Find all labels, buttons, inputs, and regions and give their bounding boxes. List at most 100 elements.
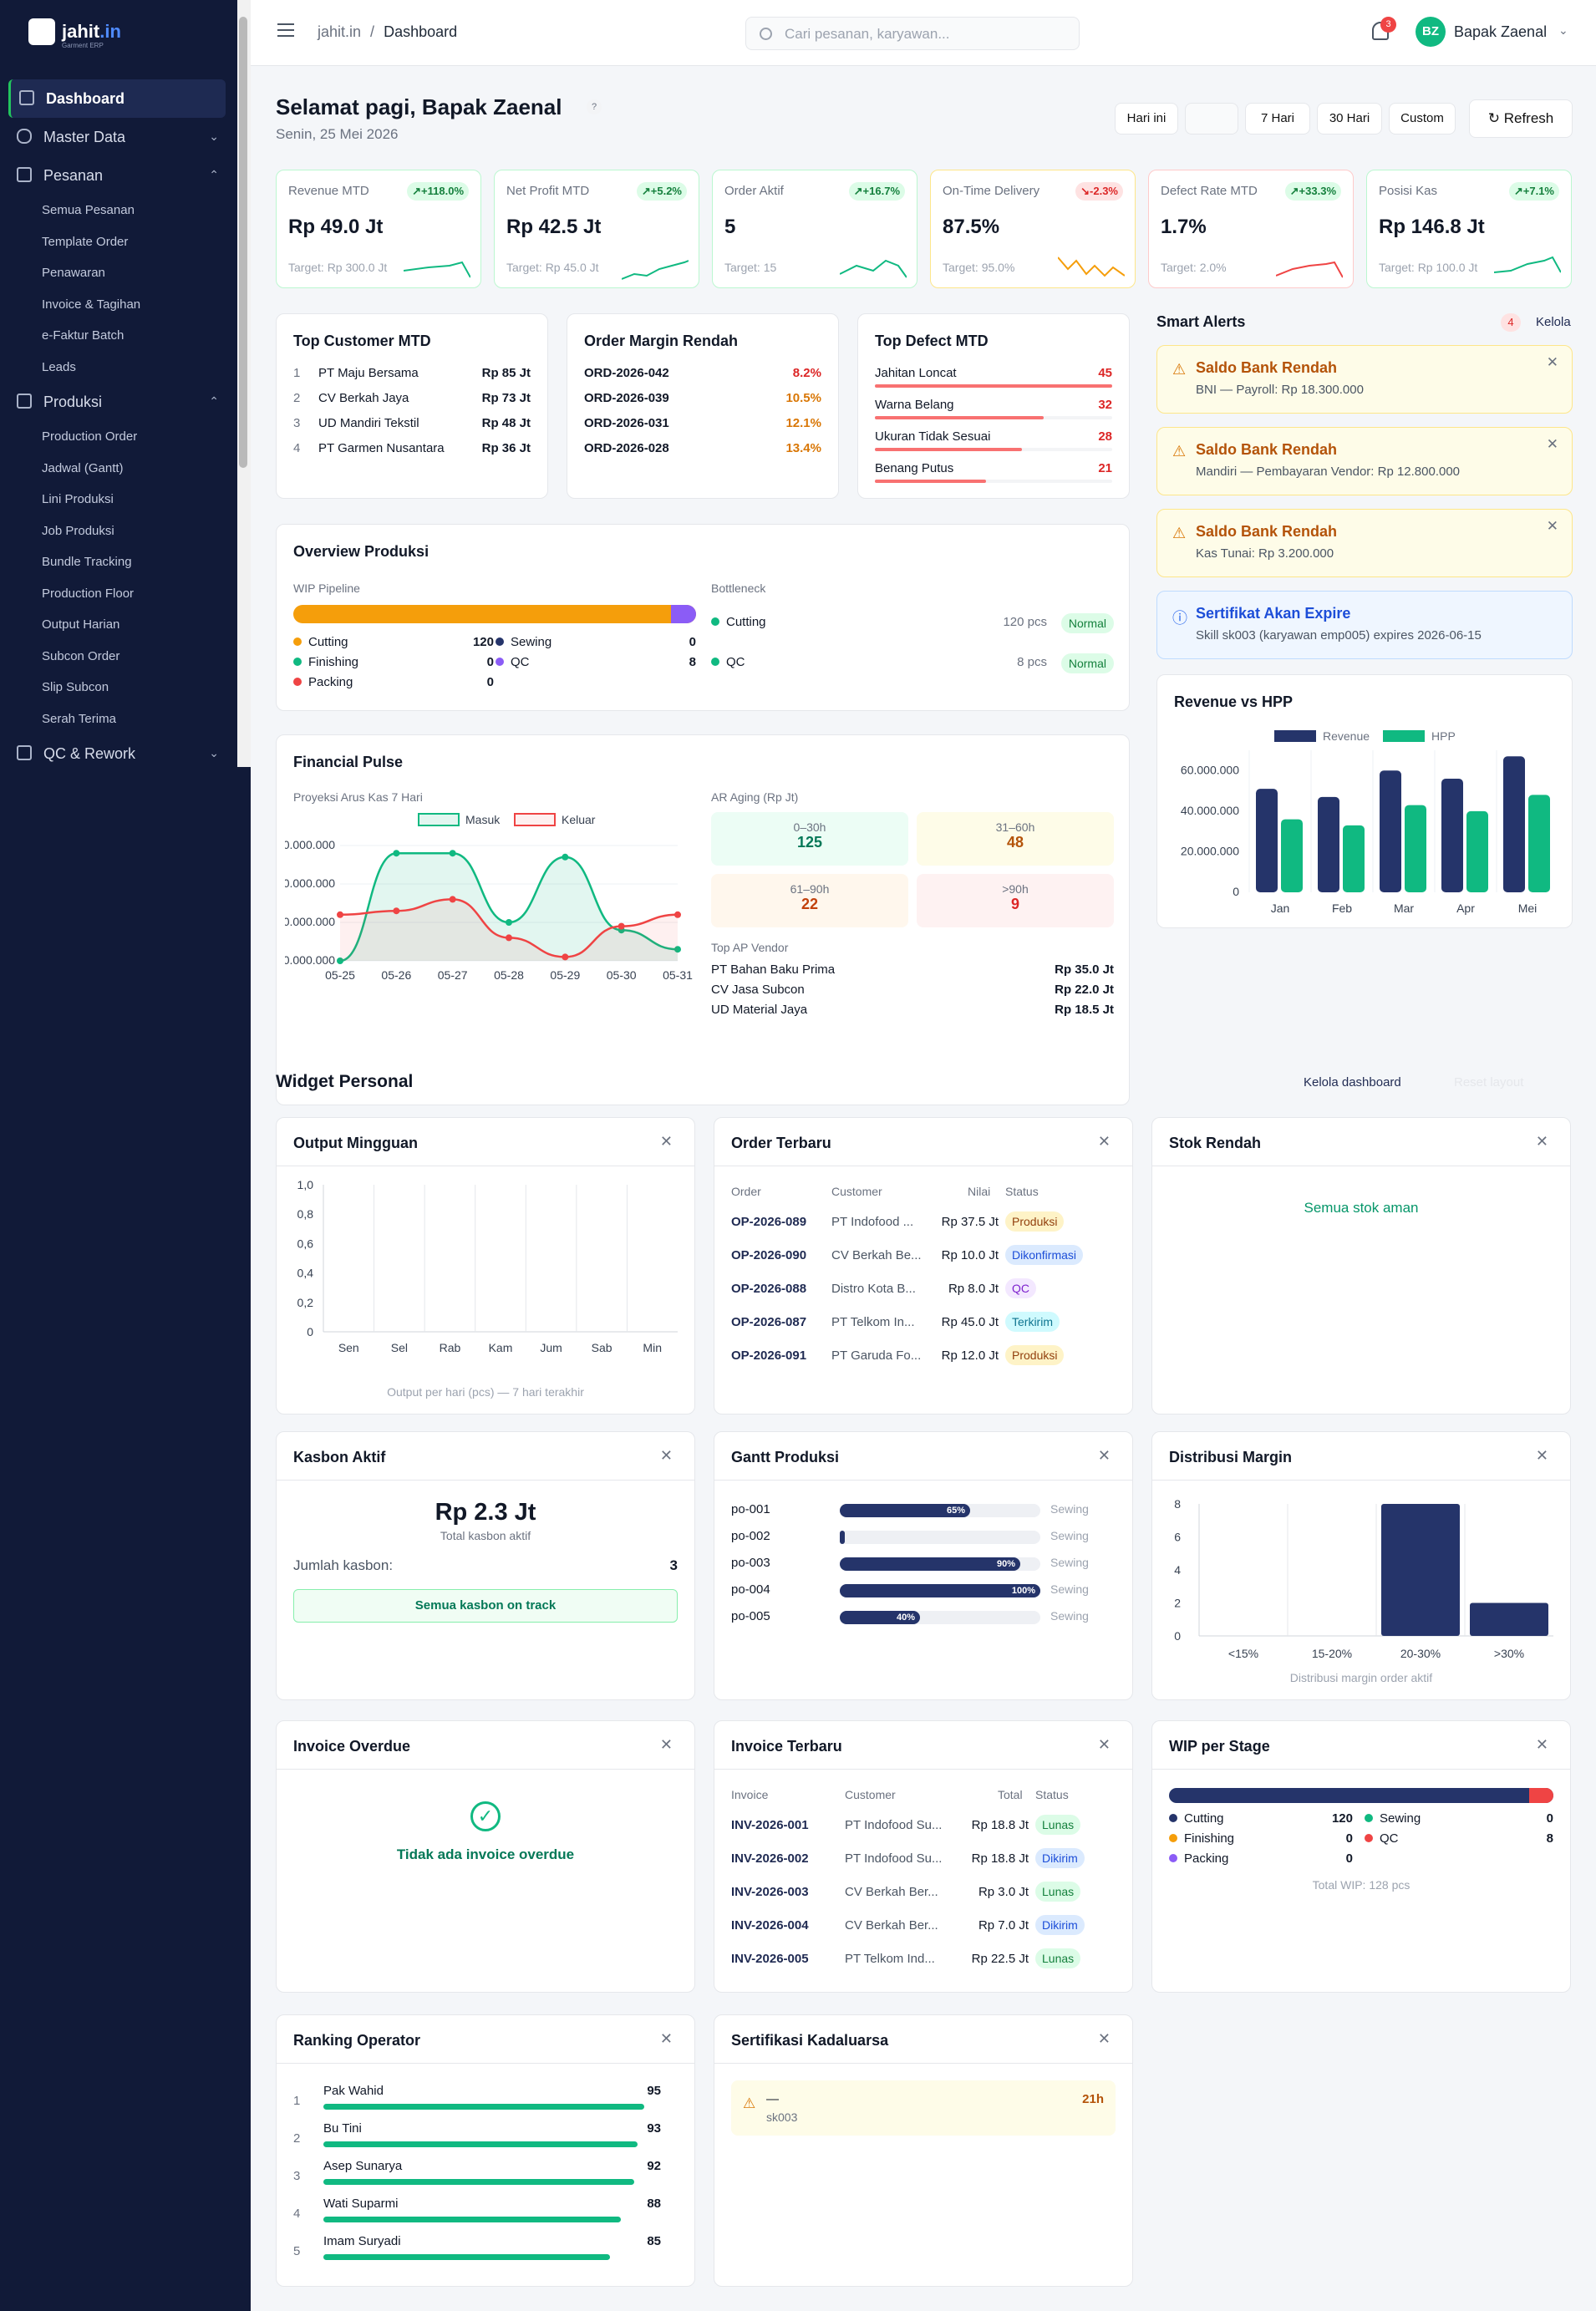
sidebar-subitem-production-order[interactable]: Production Order: [42, 429, 138, 444]
alert-item[interactable]: ⓘ Sertifikat Akan Expire Skill sk003 (kary…: [1156, 591, 1573, 659]
alert-item[interactable]: ⚠ Saldo Bank Rendah Mandiri — Pembayaran V…: [1156, 427, 1573, 495]
sidebar-scroll-thumb[interactable]: [239, 17, 247, 468]
breadcrumb-home[interactable]: jahit.in: [318, 23, 362, 40]
sidebar-subitem-template-order[interactable]: Template Order: [42, 234, 129, 249]
close-icon[interactable]: ✕: [1097, 1447, 1111, 1464]
sidebar-item-master-data[interactable]: Master Data ⌄: [0, 118, 237, 156]
manage-dashboard-link[interactable]: Kelola dashboard: [1304, 1075, 1401, 1089]
close-icon[interactable]: ✕: [1546, 354, 1558, 370]
sidebar-item-pesanan[interactable]: Pesanan ⌃: [0, 156, 237, 195]
vendor-row[interactable]: UD Material Jaya Rp 18.5 Jt: [711, 1003, 1114, 1017]
table-row[interactable]: OP-2026-091 PT Garuda Fo... Rp 12.0 Jt Prod…: [714, 1343, 1132, 1369]
sidebar-item-produksi[interactable]: Produksi ⌃: [0, 383, 237, 421]
menu-icon[interactable]: [277, 23, 294, 37]
list-item[interactable]: Jahitan Loncat 45: [875, 366, 1112, 391]
sidebar-subitem-jadwal-gantt[interactable]: Jadwal (Gantt): [42, 460, 124, 475]
refresh-button[interactable]: ↻ Refresh: [1469, 99, 1573, 138]
avatar[interactable]: BZ: [1416, 17, 1446, 47]
ar-bucket[interactable]: 0–30h 125: [711, 812, 908, 866]
list-item[interactable]: ORD-2026-031 12.1%: [584, 416, 821, 430]
kpi-card-posisi-kas[interactable]: Posisi Kas ↗+7.1% Rp 146.8 Jt Target: Rp…: [1366, 170, 1572, 288]
gantt-row[interactable]: po-001 65% Sewing: [714, 1501, 1132, 1521]
list-item[interactable]: 3 UD Mandiri Tekstil Rp 48 Jt: [293, 416, 531, 430]
sidebar-subitem-subcon-order[interactable]: Subcon Order: [42, 648, 120, 663]
table-row[interactable]: OP-2026-088 Distro Kota B... Rp 8.0 Jt QC: [714, 1277, 1132, 1302]
sidebar-subitem-job-produksi[interactable]: Job Produksi: [42, 523, 114, 538]
kpi-card-revenue[interactable]: Revenue MTD ↗+118.0% Rp 49.0 Jt Target: …: [276, 170, 481, 288]
close-icon[interactable]: ✕: [659, 1133, 673, 1150]
kpi-card-on-time[interactable]: On-Time Delivery ↘-2.3% 87.5% Target: 95…: [930, 170, 1136, 288]
ranking-row[interactable]: 4 Wati Suparmi 88: [293, 2195, 661, 2228]
chevron-down-icon[interactable]: ⌄: [1558, 23, 1568, 37]
table-row[interactable]: INV-2026-005 PT Telkom Ind... Rp 22.5 Jt Lu…: [714, 1947, 1132, 1972]
search-input[interactable]: Cari pesanan, karyawan...: [745, 17, 1080, 50]
gantt-row[interactable]: po-002 Sewing: [714, 1527, 1132, 1547]
table-row[interactable]: OP-2026-087 PT Telkom In... Rp 45.0 Jt Terk…: [714, 1310, 1132, 1335]
table-row[interactable]: OP-2026-089 PT Indofood ... Rp 37.5 Jt Prod…: [714, 1210, 1132, 1235]
kpi-card-net-profit[interactable]: Net Profit MTD ↗+5.2% Rp 42.5 Jt Target:…: [494, 170, 699, 288]
close-icon[interactable]: ✕: [1535, 1736, 1548, 1753]
bottleneck-row[interactable]: QC 8 pcs Normal: [711, 653, 1114, 675]
logo[interactable]: jahit .in: [28, 18, 121, 45]
close-icon[interactable]: ✕: [1535, 1133, 1548, 1150]
list-item[interactable]: 1 PT Maju Bersama Rp 85 Jt: [293, 366, 531, 380]
ranking-row[interactable]: 1 Pak Wahid 95: [293, 2082, 661, 2115]
user-name[interactable]: Bapak Zaenal: [1454, 23, 1548, 40]
bottleneck-row[interactable]: Cutting 120 pcs Normal: [711, 613, 1114, 635]
close-icon[interactable]: ✕: [1546, 518, 1558, 534]
gantt-row[interactable]: po-005 40% Sewing: [714, 1608, 1132, 1628]
table-row[interactable]: OP-2026-090 CV Berkah Be... Rp 10.0 Jt Diko…: [714, 1243, 1132, 1268]
list-item[interactable]: ORD-2026-028 13.4%: [584, 441, 821, 455]
sidebar-subitem-bundle-tracking[interactable]: Bundle Tracking: [42, 555, 132, 570]
range-custom-button[interactable]: Custom: [1389, 103, 1456, 135]
close-icon[interactable]: ✕: [659, 1736, 673, 1753]
list-item[interactable]: 2 CV Berkah Jaya Rp 73 Jt: [293, 391, 531, 405]
range-blank-button[interactable]: [1185, 103, 1238, 135]
sidebar-subitem-serah-terima[interactable]: Serah Terima: [42, 711, 116, 726]
kpi-card-defect-rate[interactable]: Defect Rate MTD ↗+33.3% 1.7% Target: 2.0…: [1148, 170, 1354, 288]
close-icon[interactable]: ✕: [1097, 1736, 1111, 1753]
table-row[interactable]: INV-2026-002 PT Indofood Su... Rp 18.8 Jt D…: [714, 1846, 1132, 1872]
list-item[interactable]: ORD-2026-039 10.5%: [584, 391, 821, 405]
list-item[interactable]: Warna Belang 32: [875, 398, 1112, 423]
reset-layout-link[interactable]: Reset layout: [1454, 1075, 1524, 1089]
sidebar-subitem-output-harian[interactable]: Output Harian: [42, 617, 120, 632]
range-30d-button[interactable]: 30 Hari: [1317, 103, 1382, 135]
close-icon[interactable]: ✕: [1097, 2030, 1111, 2047]
close-icon[interactable]: ✕: [1535, 1447, 1548, 1464]
list-item[interactable]: ORD-2026-042 8.2%: [584, 366, 821, 380]
ranking-row[interactable]: 5 Imam Suryadi 85: [293, 2232, 661, 2266]
close-icon[interactable]: ✕: [659, 2030, 673, 2047]
gantt-row[interactable]: po-004 100% Sewing: [714, 1581, 1132, 1601]
close-icon[interactable]: ✕: [1546, 436, 1558, 452]
table-row[interactable]: INV-2026-004 CV Berkah Ber... Rp 7.0 Jt Dik…: [714, 1913, 1132, 1938]
alert-item[interactable]: ⚠ Saldo Bank Rendah Kas Tunai: Rp 3.200.00…: [1156, 509, 1573, 577]
sidebar-subitem-production-floor[interactable]: Production Floor: [42, 586, 135, 601]
sidebar-subitem-efaktur[interactable]: e-Faktur Batch: [42, 328, 125, 343]
sidebar-subitem-leads[interactable]: Leads: [42, 359, 76, 374]
gantt-row[interactable]: po-003 90% Sewing: [714, 1554, 1132, 1574]
alerts-manage-link[interactable]: Kelola: [1536, 315, 1571, 329]
sidebar-subitem-lini-produksi[interactable]: Lini Produksi: [42, 492, 114, 507]
ranking-row[interactable]: 2 Bu Tini 93: [293, 2120, 661, 2153]
sidebar-item-dashboard[interactable]: Dashboard: [8, 79, 226, 118]
vendor-row[interactable]: PT Bahan Baku Prima Rp 35.0 Jt: [711, 962, 1114, 977]
ranking-row[interactable]: 3 Asep Sunarya 92: [293, 2157, 661, 2191]
vendor-row[interactable]: CV Jasa Subcon Rp 22.0 Jt: [711, 983, 1114, 997]
range-today-button[interactable]: Hari ini: [1115, 103, 1178, 135]
help-icon[interactable]: ?: [587, 99, 602, 114]
list-item[interactable]: 4 PT Garmen Nusantara Rp 36 Jt: [293, 441, 531, 455]
ar-bucket[interactable]: >90h 9: [917, 874, 1114, 927]
sidebar-subitem-semua-pesanan[interactable]: Semua Pesanan: [42, 203, 135, 218]
table-row[interactable]: INV-2026-001 PT Indofood Su... Rp 18.8 Jt L…: [714, 1813, 1132, 1838]
sidebar-item-qc-rework[interactable]: QC & Rework ⌄: [0, 734, 237, 773]
list-item[interactable]: Ukuran Tidak Sesuai 28: [875, 429, 1112, 455]
sidebar-subitem-invoice[interactable]: Invoice & Tagihan: [42, 297, 141, 312]
ar-bucket[interactable]: 31–60h 48: [917, 812, 1114, 866]
list-item[interactable]: Benang Putus 21: [875, 461, 1112, 486]
range-7d-button[interactable]: 7 Hari: [1245, 103, 1310, 135]
kpi-card-order-aktif[interactable]: Order Aktif ↗+16.7% 5 Target: 15: [712, 170, 917, 288]
ar-bucket[interactable]: 61–90h 22: [711, 874, 908, 927]
close-icon[interactable]: ✕: [659, 1447, 673, 1464]
sidebar-subitem-slip-subcon[interactable]: Slip Subcon: [42, 680, 109, 695]
